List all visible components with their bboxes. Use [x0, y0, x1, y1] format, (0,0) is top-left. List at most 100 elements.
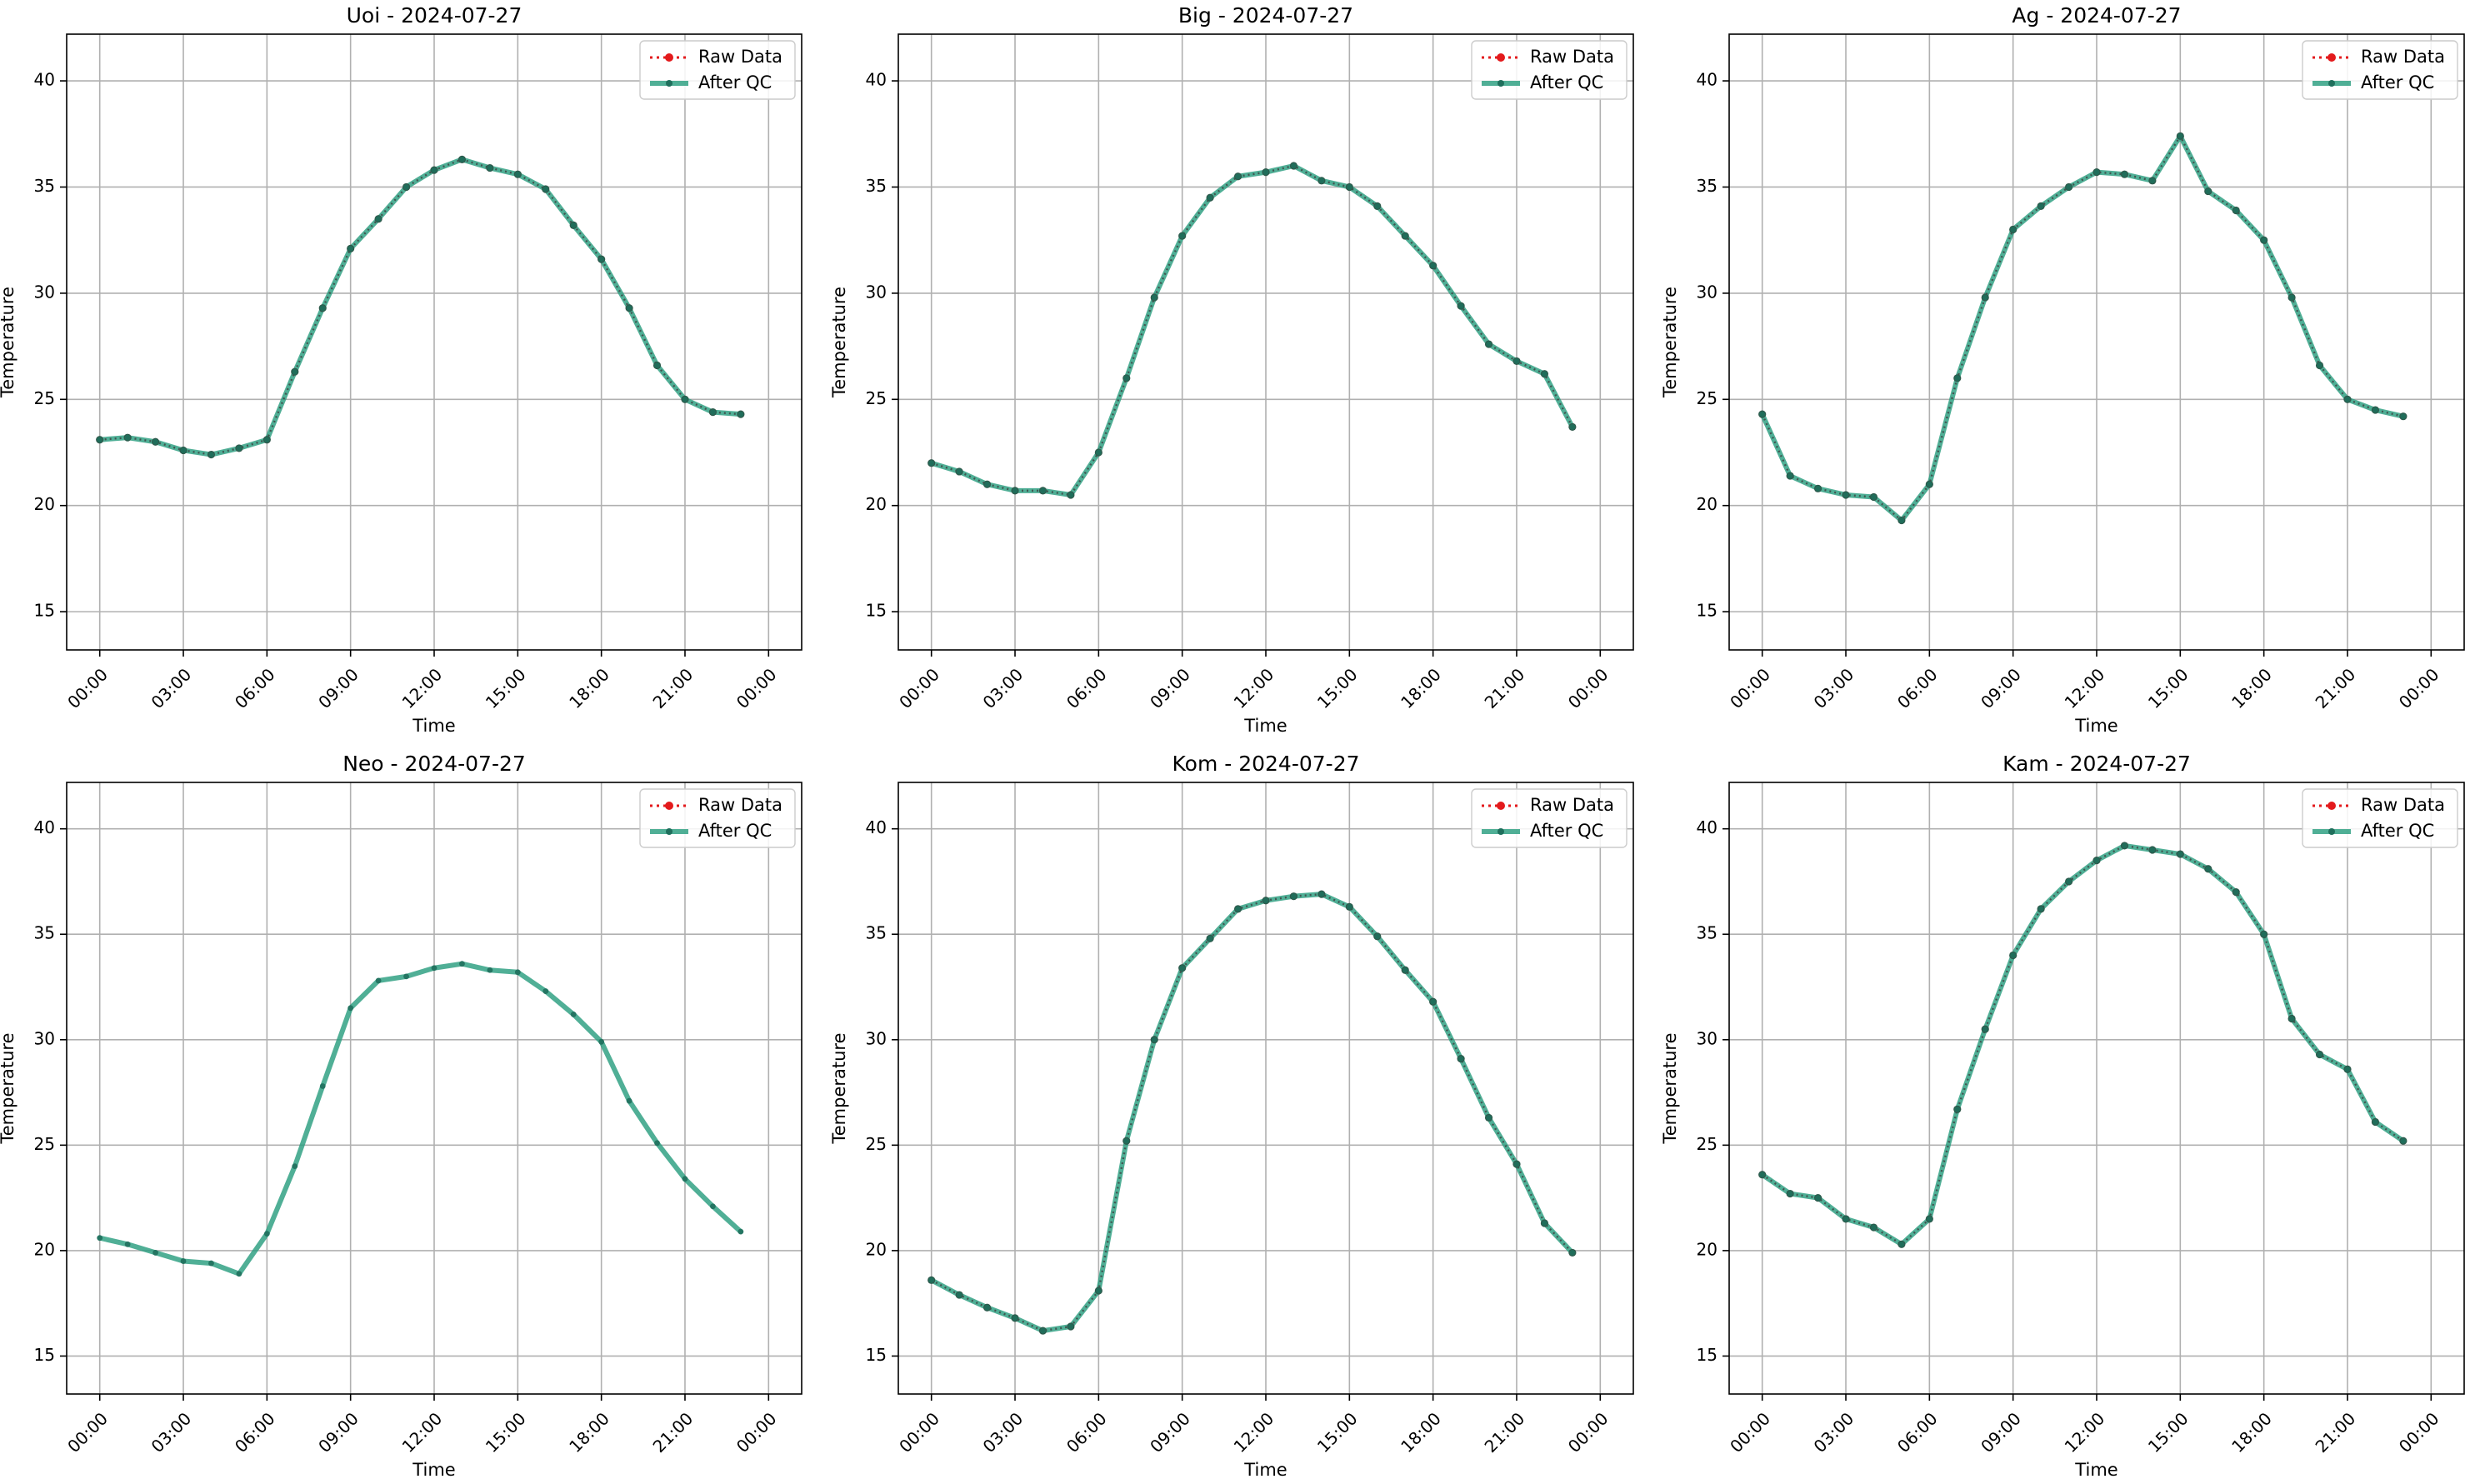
qc-data-point [2317, 1052, 2322, 1057]
y-tick-label: 35 [34, 923, 55, 943]
x-tick-label: 00:00 [895, 664, 943, 712]
qc-data-point [1982, 294, 1988, 301]
qc-data-point [1179, 232, 1186, 239]
x-tick-label: 21:00 [649, 1408, 698, 1457]
qc-data-point [598, 256, 605, 262]
y-tick-label: 25 [1697, 388, 1718, 408]
qc-data-point [2205, 866, 2212, 872]
x-tick-label: 12:00 [398, 664, 447, 712]
qc-data-point [2372, 407, 2378, 413]
qc-data-point [626, 1097, 632, 1104]
qc-data-point [292, 1163, 298, 1170]
qc-data-point [1486, 341, 1492, 347]
legend: Raw Data After QC [1471, 788, 1628, 848]
qc-data-point [1151, 1037, 1158, 1043]
qc-data-point [1374, 203, 1381, 209]
y-tick-label: 25 [1697, 1134, 1718, 1154]
chart-panel-1: 00:00 03:00 06:00 09:00 12:00 15:00 18:00 21:00… [829, 3, 1634, 736]
y-tick-label: 40 [1697, 817, 1718, 837]
x-tick-label: 00:00 [2395, 1408, 2443, 1457]
qc-data-point [2261, 931, 2268, 937]
qc-data-point [124, 1241, 131, 1247]
qc-data-point [1012, 1315, 1018, 1322]
x-tick-label: 03:00 [979, 1408, 1028, 1457]
chart-title: Big - 2024-07-27 [1178, 3, 1353, 27]
qc-data-point [1318, 177, 1325, 184]
qc-data-point [1898, 517, 1905, 523]
x-tick-label: 18:00 [2228, 664, 2276, 712]
y-tick-label: 35 [34, 176, 55, 196]
qc-data-point [1871, 494, 1877, 500]
y-tick-label: 30 [866, 1028, 887, 1048]
chart-panel-4: 00:00 03:00 06:00 09:00 12:00 15:00 18:00 21:00… [829, 752, 1634, 1480]
x-tick-label: 21:00 [2312, 664, 2360, 712]
legend: Raw Data After QC [2302, 40, 2458, 100]
qc-data-point [2400, 413, 2407, 420]
qc-data-point [682, 396, 688, 402]
x-tick-label: 00:00 [63, 1408, 112, 1457]
y-axis-label: Temperature [0, 1032, 18, 1144]
y-axis-label: Temperature [0, 287, 18, 398]
chart-panel-0: 00:00 03:00 06:00 09:00 12:00 15:00 18:00 21:00… [0, 3, 802, 736]
qc-data-point [2066, 184, 2072, 190]
qc-data-point [1759, 411, 1766, 417]
x-tick-label: 21:00 [649, 664, 698, 712]
y-axis-label: Temperature [1660, 287, 1680, 398]
x-tick-label: 15:00 [1313, 1408, 1362, 1457]
x-tick-label: 18:00 [565, 664, 613, 712]
qc-data-point [2149, 847, 2156, 853]
x-tick-label: 15:00 [1313, 664, 1362, 712]
legend-label-after-qc: After QC [698, 821, 772, 841]
y-tick-label: 15 [34, 1345, 55, 1365]
y-axis-label: Temperature [829, 287, 849, 398]
x-tick-label: 00:00 [1726, 664, 1774, 712]
qc-data-point [1402, 967, 1408, 973]
qc-data-point [1262, 169, 1269, 176]
qc-data-point [319, 1083, 326, 1089]
chart-title: Ag - 2024-07-27 [2012, 3, 2181, 27]
x-tick-label: 06:00 [1062, 1408, 1111, 1457]
x-tick-label: 09:00 [314, 664, 362, 712]
qc-data-point [682, 1176, 688, 1182]
y-axis-label: Temperature [829, 1032, 849, 1144]
y-tick-label: 30 [1697, 282, 1718, 302]
series-line-raw-data [931, 892, 1573, 1332]
qc-data-point [1374, 933, 1381, 940]
x-tick-label: 00:00 [1564, 664, 1612, 712]
qc-data-point [626, 305, 632, 312]
x-axis-label: Time [2074, 716, 2118, 736]
qc-data-point [1235, 173, 1241, 180]
qc-data-point [1235, 906, 1241, 912]
y-tick-label: 30 [1697, 1028, 1718, 1048]
qc-data-point [1207, 194, 1213, 201]
plot-frame [66, 782, 802, 1395]
x-tick-label: 00:00 [732, 1408, 781, 1457]
qc-data-point [263, 1231, 270, 1237]
legend-label-raw-data: Raw Data [2361, 795, 2445, 815]
x-tick-label: 12:00 [2061, 1408, 2109, 1457]
qc-data-point [375, 216, 382, 222]
qc-data-point [2177, 851, 2183, 857]
qc-data-point [375, 977, 382, 984]
qc-data-point [928, 1277, 935, 1283]
legend-marker-raw-data [1497, 802, 1505, 810]
x-tick-label: 12:00 [398, 1408, 447, 1457]
y-tick-label: 25 [34, 1134, 55, 1154]
qc-data-point [2288, 294, 2295, 301]
y-tick-label: 20 [34, 1239, 55, 1259]
qc-data-point [1402, 232, 1408, 239]
series-line-raw-data [1762, 844, 2404, 1246]
qc-data-point [459, 156, 465, 162]
legend: Raw Data After QC [2302, 788, 2458, 848]
qc-data-point [1542, 1220, 1548, 1227]
qc-data-point [208, 1260, 214, 1267]
x-tick-label: 12:00 [1230, 664, 1278, 712]
qc-data-point [2122, 842, 2128, 849]
y-tick-label: 20 [34, 494, 55, 514]
qc-data-point [2010, 227, 2017, 232]
legend-label-after-qc: After QC [2361, 72, 2434, 92]
qc-data-point [1542, 371, 1548, 377]
x-tick-label: 03:00 [148, 1408, 196, 1457]
qc-data-point [2288, 1016, 2295, 1022]
x-tick-label: 00:00 [2395, 664, 2443, 712]
